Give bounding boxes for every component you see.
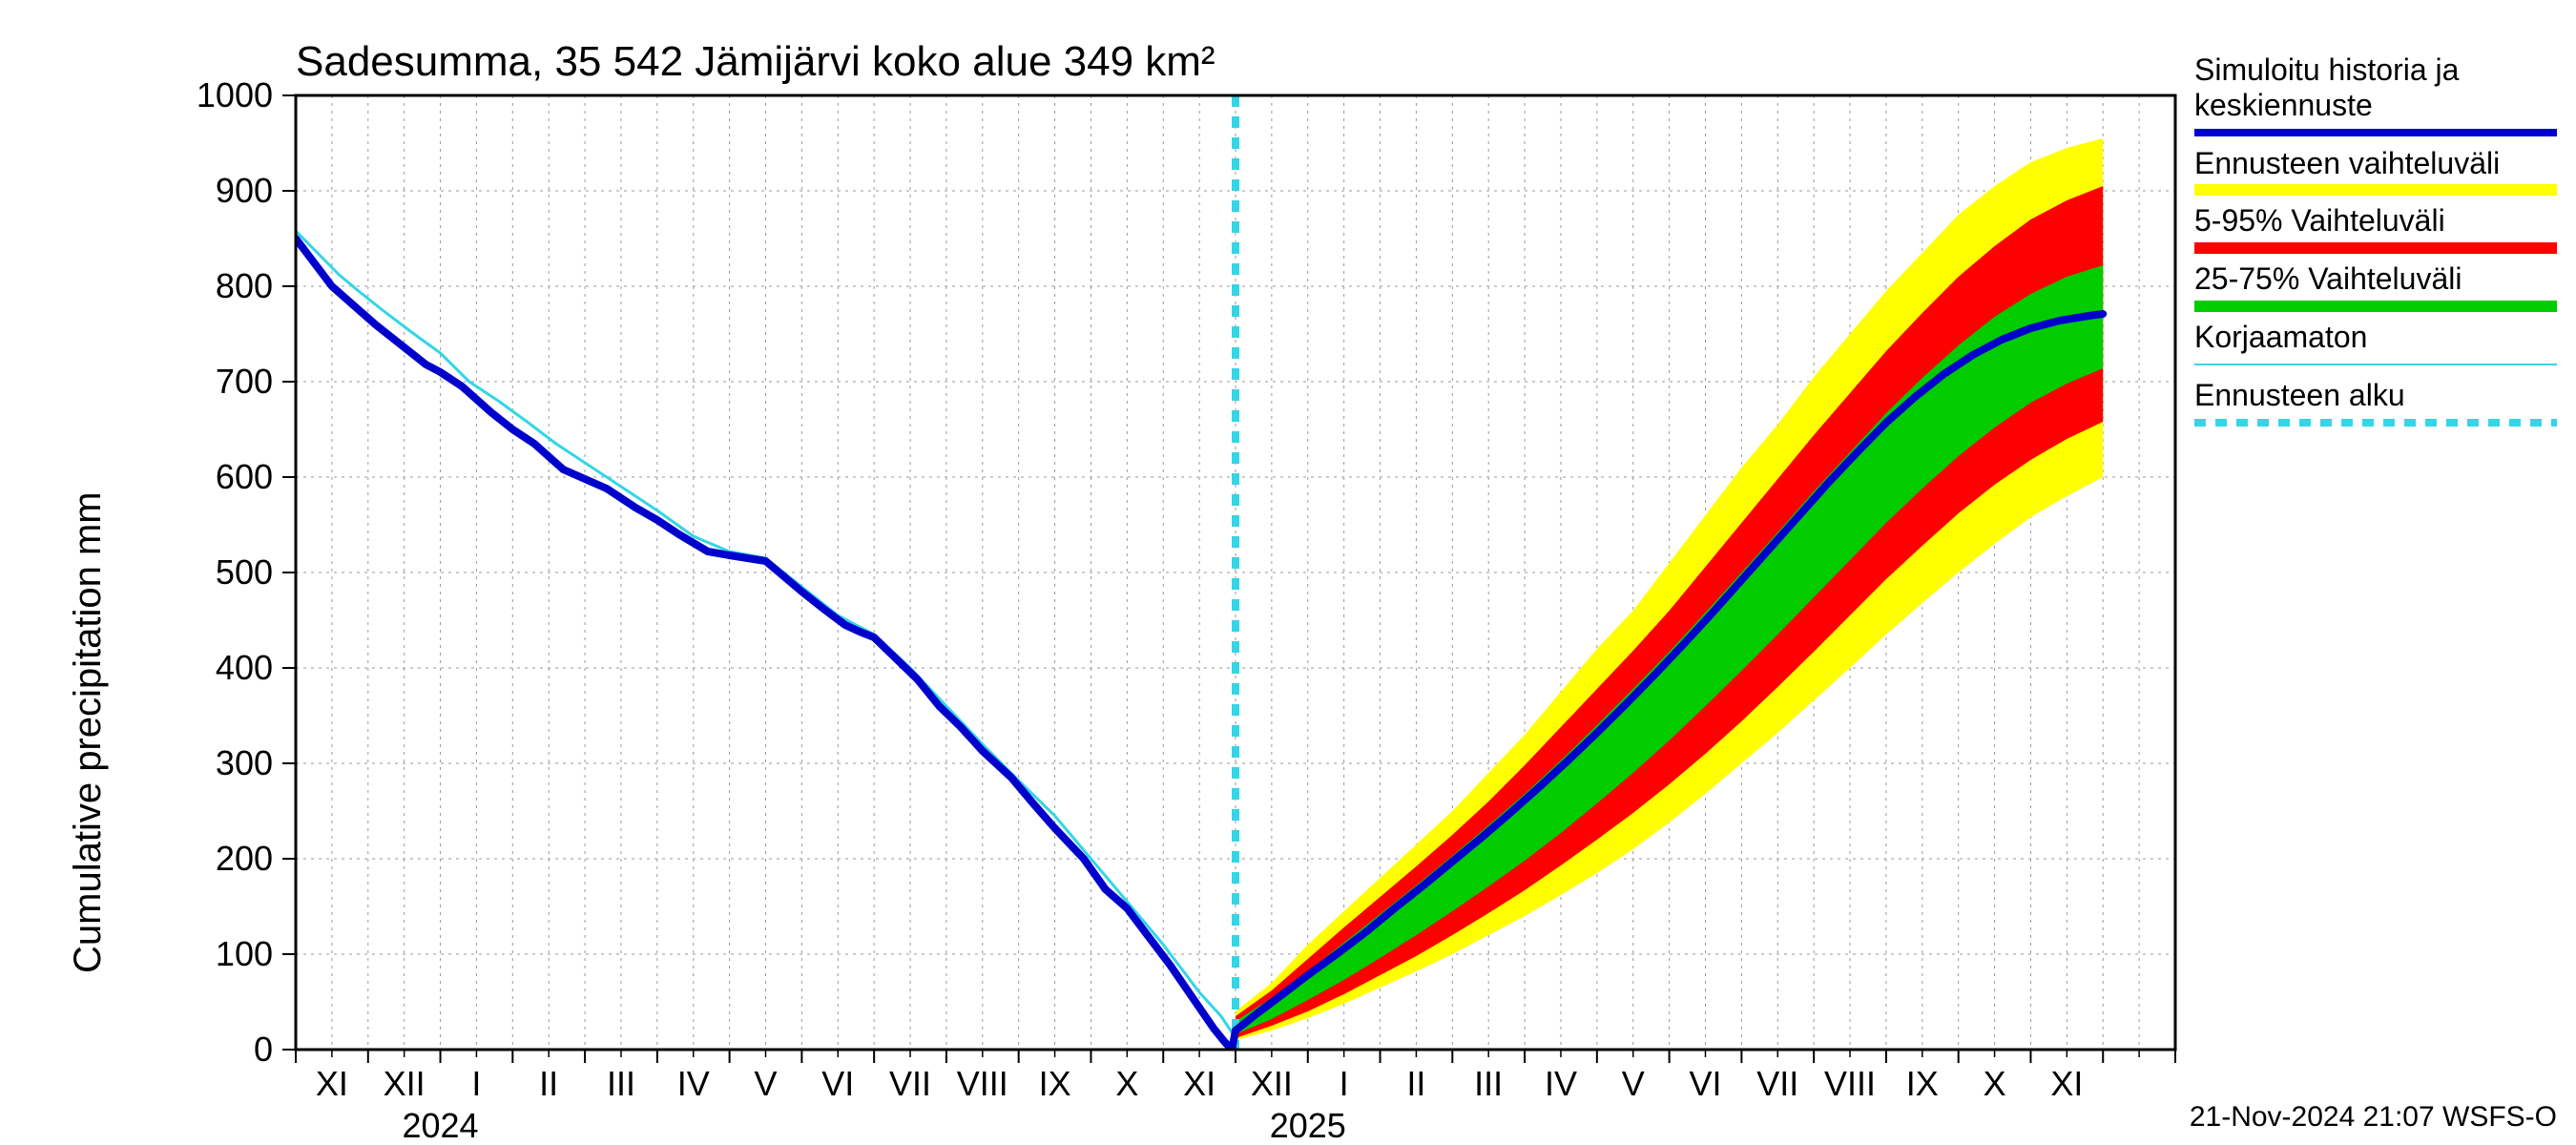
svg-text:IX: IX bbox=[1906, 1064, 1939, 1103]
legend-label: 25-75% Vaihteluväli bbox=[2194, 261, 2557, 297]
chart-title: Sadesumma, 35 542 Jämijärvi koko alue 34… bbox=[296, 38, 1215, 86]
legend-item: Ennusteen alku bbox=[2194, 378, 2557, 428]
svg-text:X: X bbox=[1984, 1064, 2006, 1103]
svg-text:700: 700 bbox=[216, 362, 273, 401]
svg-text:2025: 2025 bbox=[1270, 1106, 1346, 1145]
legend-item: Simuloitu historia jakeskiennuste bbox=[2194, 52, 2557, 138]
legend-item: Ennusteen vaihteluväli bbox=[2194, 146, 2557, 197]
legend-label: Ennusteen alku bbox=[2194, 378, 2557, 413]
svg-text:VI: VI bbox=[821, 1064, 854, 1103]
legend-item: Korjaamaton bbox=[2194, 320, 2557, 370]
svg-text:800: 800 bbox=[216, 266, 273, 305]
legend-label: Korjaamaton bbox=[2194, 320, 2557, 355]
svg-text:III: III bbox=[607, 1064, 635, 1103]
chart-svg: 01002003004005006007008009001000XIXIIIII… bbox=[0, 0, 2576, 1145]
legend-item: 5-95% Vaihteluväli bbox=[2194, 203, 2557, 254]
svg-text:XII: XII bbox=[1251, 1064, 1293, 1103]
svg-text:VI: VI bbox=[1689, 1064, 1721, 1103]
svg-text:VII: VII bbox=[889, 1064, 931, 1103]
svg-text:V: V bbox=[1622, 1064, 1645, 1103]
svg-text:I: I bbox=[1340, 1064, 1349, 1103]
svg-text:XII: XII bbox=[384, 1064, 426, 1103]
svg-text:II: II bbox=[1406, 1064, 1425, 1103]
svg-text:XI: XI bbox=[316, 1064, 348, 1103]
svg-text:VII: VII bbox=[1756, 1064, 1798, 1103]
svg-text:900: 900 bbox=[216, 171, 273, 210]
svg-text:0: 0 bbox=[254, 1030, 273, 1069]
legend-item: 25-75% Vaihteluväli bbox=[2194, 261, 2557, 312]
svg-text:1000: 1000 bbox=[197, 75, 273, 114]
svg-text:2024: 2024 bbox=[402, 1106, 478, 1145]
svg-text:200: 200 bbox=[216, 839, 273, 878]
legend-label: 5-95% Vaihteluväli bbox=[2194, 203, 2557, 239]
svg-text:400: 400 bbox=[216, 648, 273, 687]
svg-text:100: 100 bbox=[216, 934, 273, 973]
svg-text:VIII: VIII bbox=[1824, 1064, 1876, 1103]
chart-footer-timestamp: 21-Nov-2024 21:07 WSFS-O bbox=[2190, 1101, 2557, 1134]
svg-text:600: 600 bbox=[216, 457, 273, 496]
legend-swatch bbox=[2194, 125, 2557, 138]
chart-legend: Simuloitu historia jakeskiennuste Ennuste… bbox=[2194, 52, 2557, 436]
svg-text:X: X bbox=[1115, 1064, 1138, 1103]
svg-text:II: II bbox=[539, 1064, 558, 1103]
legend-swatch bbox=[2194, 240, 2557, 254]
svg-text:VIII: VIII bbox=[957, 1064, 1008, 1103]
svg-text:XI: XI bbox=[2050, 1064, 2083, 1103]
y-axis-label: Cumulative precipitation mm bbox=[67, 491, 110, 973]
svg-text:500: 500 bbox=[216, 552, 273, 592]
svg-text:V: V bbox=[754, 1064, 777, 1103]
svg-text:300: 300 bbox=[216, 743, 273, 782]
svg-text:IX: IX bbox=[1039, 1064, 1071, 1103]
svg-text:III: III bbox=[1474, 1064, 1503, 1103]
svg-text:I: I bbox=[471, 1064, 481, 1103]
svg-text:XI: XI bbox=[1183, 1064, 1215, 1103]
legend-label: Ennusteen vaihteluväli bbox=[2194, 146, 2557, 181]
chart-container: 01002003004005006007008009001000XIXIIIII… bbox=[0, 0, 2576, 1145]
svg-text:IV: IV bbox=[677, 1064, 710, 1103]
svg-text:IV: IV bbox=[1545, 1064, 1577, 1103]
legend-label: Simuloitu historia jakeskiennuste bbox=[2194, 52, 2557, 123]
legend-swatch bbox=[2194, 357, 2557, 370]
legend-swatch bbox=[2194, 182, 2557, 196]
legend-swatch bbox=[2194, 299, 2557, 312]
legend-swatch bbox=[2194, 415, 2557, 428]
